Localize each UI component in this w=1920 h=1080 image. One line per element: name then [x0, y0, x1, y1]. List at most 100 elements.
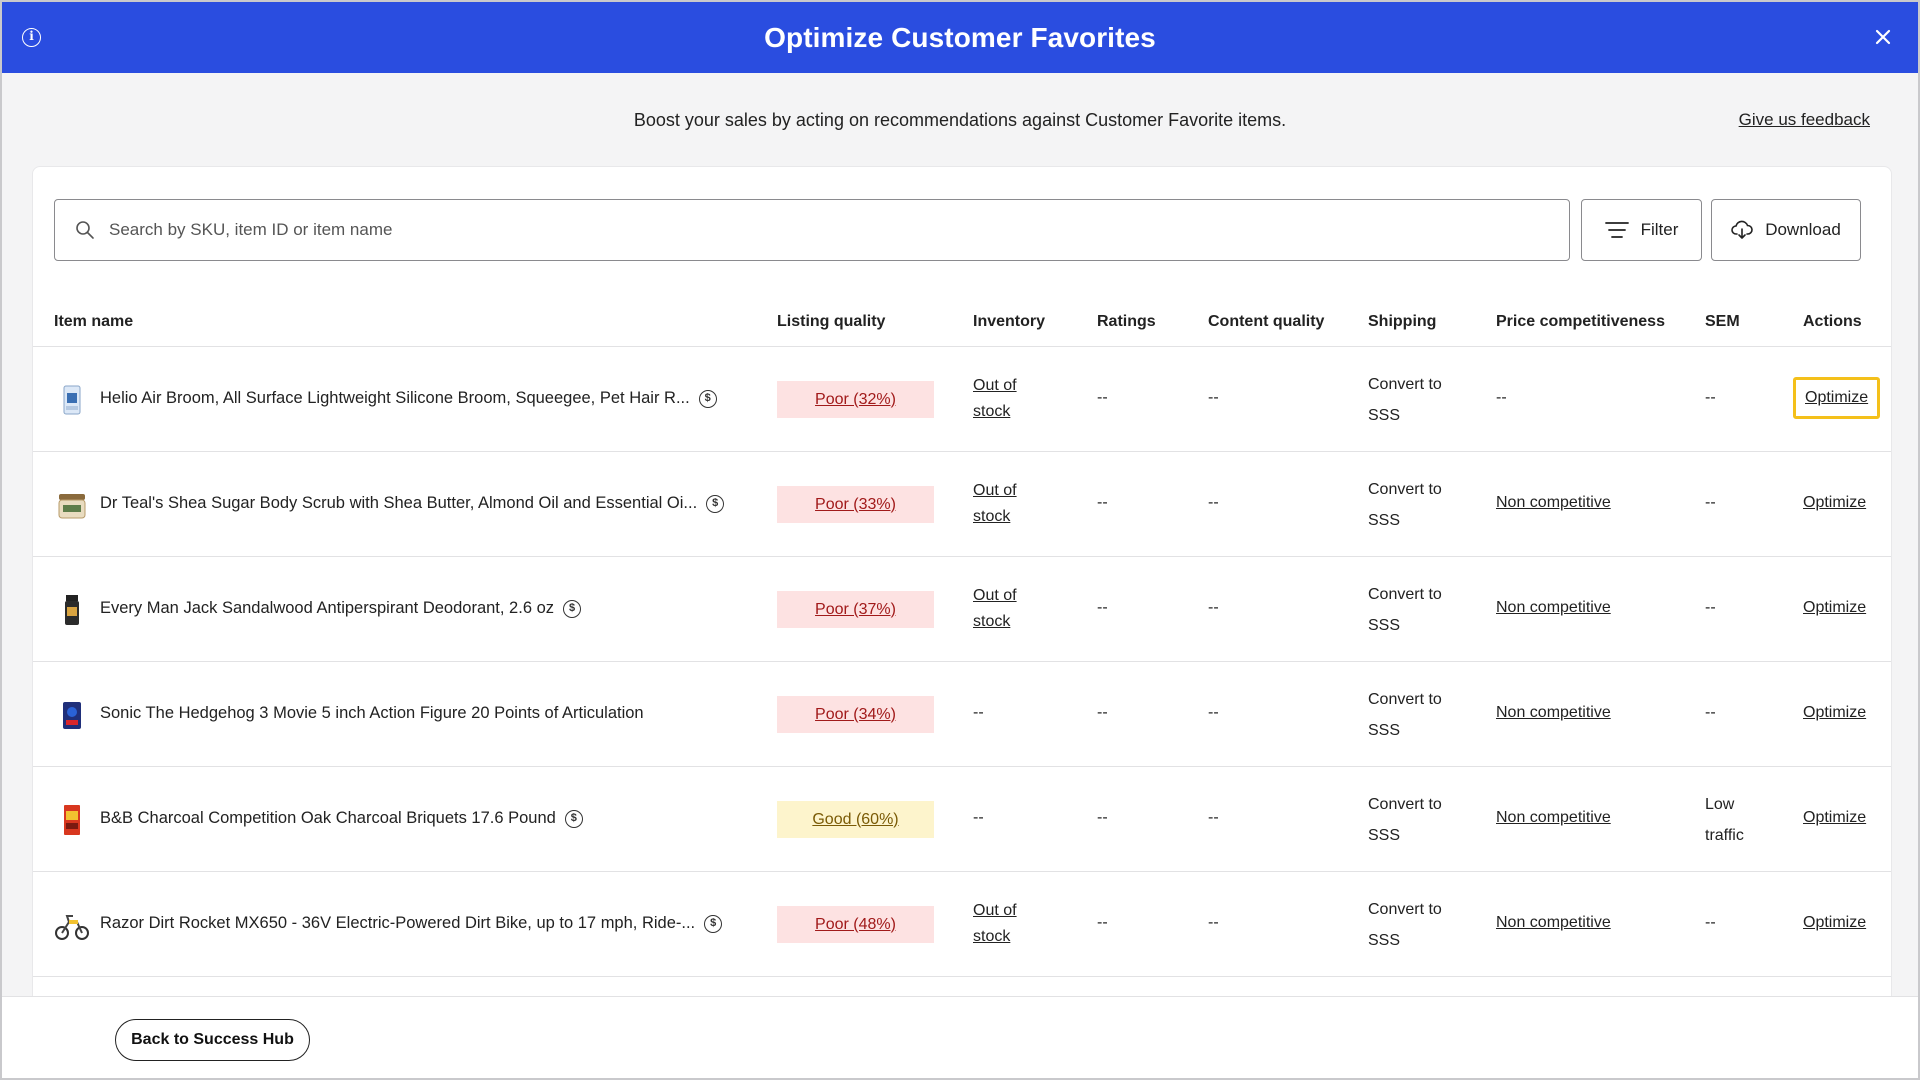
shipping-line-1: Convert to: [1368, 796, 1442, 813]
ratings-value: --: [1097, 599, 1108, 616]
price-competitiveness-link[interactable]: Non competitive: [1496, 494, 1611, 511]
optimize-link[interactable]: Optimize: [1803, 704, 1867, 721]
download-label: Download: [1765, 220, 1841, 239]
price-competitiveness-link[interactable]: Non competitive: [1496, 914, 1611, 931]
inventory-line-2: stock: [973, 928, 1011, 945]
shipping-line-2: SSS: [1368, 617, 1401, 634]
shipping-value: Convert to SSS: [1368, 474, 1442, 536]
info-icon[interactable]: i: [22, 28, 41, 47]
table-row: Sonic The Hedgehog 3 Movie 5 inch Action…: [33, 662, 1891, 767]
inventory-status[interactable]: Out of stock: [973, 898, 1017, 950]
shipping-line-2: SSS: [1368, 722, 1401, 739]
search-icon: [76, 221, 94, 239]
product-thumbnail: [55, 915, 89, 940]
dollar-icon[interactable]: $: [698, 389, 717, 408]
filter-label: Filter: [1640, 220, 1679, 239]
content-quality-value: --: [1208, 389, 1219, 406]
shipping-value: Convert to SSS: [1368, 684, 1442, 746]
col-ratings[interactable]: Ratings: [1097, 313, 1156, 330]
inventory-status: --: [973, 704, 984, 721]
search-box[interactable]: [54, 199, 1570, 261]
search-input[interactable]: [109, 220, 1509, 240]
content-quality-value: --: [1208, 809, 1219, 826]
inventory-line-2: stock: [973, 508, 1011, 525]
item-name[interactable]: Sonic The Hedgehog 3 Movie 5 inch Action…: [100, 704, 644, 722]
inventory-status: --: [973, 809, 984, 826]
price-competitiveness-link[interactable]: Non competitive: [1496, 809, 1611, 826]
modal-footer: Back to Success Hub: [2, 996, 1918, 1078]
optimize-link[interactable]: Optimize: [1793, 377, 1881, 419]
shipping-line-1: Convert to: [1368, 481, 1442, 498]
listing-quality-badge[interactable]: Poor (33%): [777, 486, 934, 523]
dollar-icon[interactable]: $: [563, 599, 582, 618]
col-shipping[interactable]: Shipping: [1368, 313, 1437, 330]
item-name[interactable]: Razor Dirt Rocket MX650 - 36V Electric-P…: [100, 914, 696, 932]
sem-value: --: [1705, 494, 1716, 511]
price-competitiveness-link[interactable]: Non competitive: [1496, 704, 1611, 721]
optimize-link[interactable]: Optimize: [1803, 914, 1867, 931]
filter-button[interactable]: Filter: [1581, 199, 1702, 261]
table-row: Dr Teal's Shea Sugar Body Scrub with She…: [33, 452, 1891, 557]
optimize-link[interactable]: Optimize: [1803, 494, 1867, 511]
col-content-quality[interactable]: Content quality: [1208, 313, 1325, 330]
product-thumbnail: [63, 702, 81, 729]
product-thumbnail: [58, 494, 86, 519]
content-quality-value: --: [1208, 494, 1219, 511]
dollar-icon[interactable]: $: [704, 914, 723, 933]
content-quality-value: --: [1208, 704, 1219, 721]
inventory-line-1: Out of: [973, 902, 1017, 919]
content-quality-value: --: [1208, 914, 1219, 931]
back-to-success-hub-button[interactable]: Back to Success Hub: [115, 1019, 310, 1061]
shipping-line-2: SSS: [1368, 512, 1401, 529]
col-sem[interactable]: SEM: [1705, 313, 1740, 330]
dollar-icon[interactable]: $: [564, 809, 583, 828]
product-thumbnail: [65, 595, 79, 625]
shipping-value: Convert to SSS: [1368, 579, 1442, 641]
product-thumbnail: [64, 805, 80, 835]
inventory-line-1: Out of: [973, 482, 1017, 499]
col-listing-quality[interactable]: Listing quality: [777, 313, 886, 330]
shipping-line-1: Convert to: [1368, 376, 1442, 393]
sem-value: --: [1705, 599, 1716, 616]
item-name[interactable]: Every Man Jack Sandalwood Antiperspirant…: [100, 599, 555, 617]
inventory-status[interactable]: Out of stock: [973, 583, 1017, 635]
listing-quality-badge[interactable]: Good (60%): [777, 801, 934, 838]
price-competitiveness-link[interactable]: Non competitive: [1496, 599, 1611, 616]
optimize-link[interactable]: Optimize: [1803, 599, 1867, 616]
shipping-line-2: SSS: [1368, 407, 1401, 424]
price-value: --: [1496, 389, 1507, 406]
ratings-value: --: [1097, 809, 1108, 826]
download-button[interactable]: Download: [1711, 199, 1861, 261]
listing-quality-badge[interactable]: Poor (37%): [777, 591, 934, 628]
ratings-value: --: [1097, 704, 1108, 721]
listing-quality-badge[interactable]: Poor (34%): [777, 696, 934, 733]
table-row: Razor Dirt Rocket MX650 - 36V Electric-P…: [33, 872, 1891, 977]
table-body: Helio Air Broom, All Surface Lightweight…: [33, 347, 1891, 977]
inventory-line-1: Out of: [973, 587, 1017, 604]
inventory-line-2: stock: [973, 403, 1011, 420]
item-name[interactable]: Dr Teal's Shea Sugar Body Scrub with She…: [100, 494, 698, 512]
shipping-line-1: Convert to: [1368, 901, 1442, 918]
col-price-competitiveness[interactable]: Price competitiveness: [1496, 313, 1665, 330]
close-icon[interactable]: [1870, 24, 1896, 50]
col-actions: Actions: [1803, 313, 1862, 330]
item-name-cell: Every Man Jack Sandalwood Antiperspirant…: [100, 599, 582, 618]
optimize-link[interactable]: Optimize: [1803, 809, 1867, 826]
col-inventory[interactable]: Inventory: [973, 313, 1046, 330]
shipping-line-1: Convert to: [1368, 691, 1442, 708]
ratings-value: --: [1097, 914, 1108, 931]
col-item-name[interactable]: Item name: [54, 313, 134, 330]
dollar-icon[interactable]: $: [706, 494, 725, 513]
item-name[interactable]: Helio Air Broom, All Surface Lightweight…: [100, 389, 690, 407]
inventory-status[interactable]: Out of stock: [973, 478, 1017, 530]
feedback-link[interactable]: Give us feedback: [1738, 110, 1870, 129]
item-name[interactable]: B&B Charcoal Competition Oak Charcoal Br…: [100, 809, 556, 827]
item-name-cell: Dr Teal's Shea Sugar Body Scrub with She…: [100, 494, 725, 513]
inventory-status[interactable]: Out of stock: [973, 373, 1017, 425]
listing-quality-badge[interactable]: Poor (48%): [777, 906, 934, 943]
ratings-value: --: [1097, 494, 1108, 511]
table-row: B&B Charcoal Competition Oak Charcoal Br…: [33, 767, 1891, 872]
listing-quality-badge[interactable]: Poor (32%): [777, 381, 934, 418]
sem-line-1: Low: [1705, 796, 1735, 813]
